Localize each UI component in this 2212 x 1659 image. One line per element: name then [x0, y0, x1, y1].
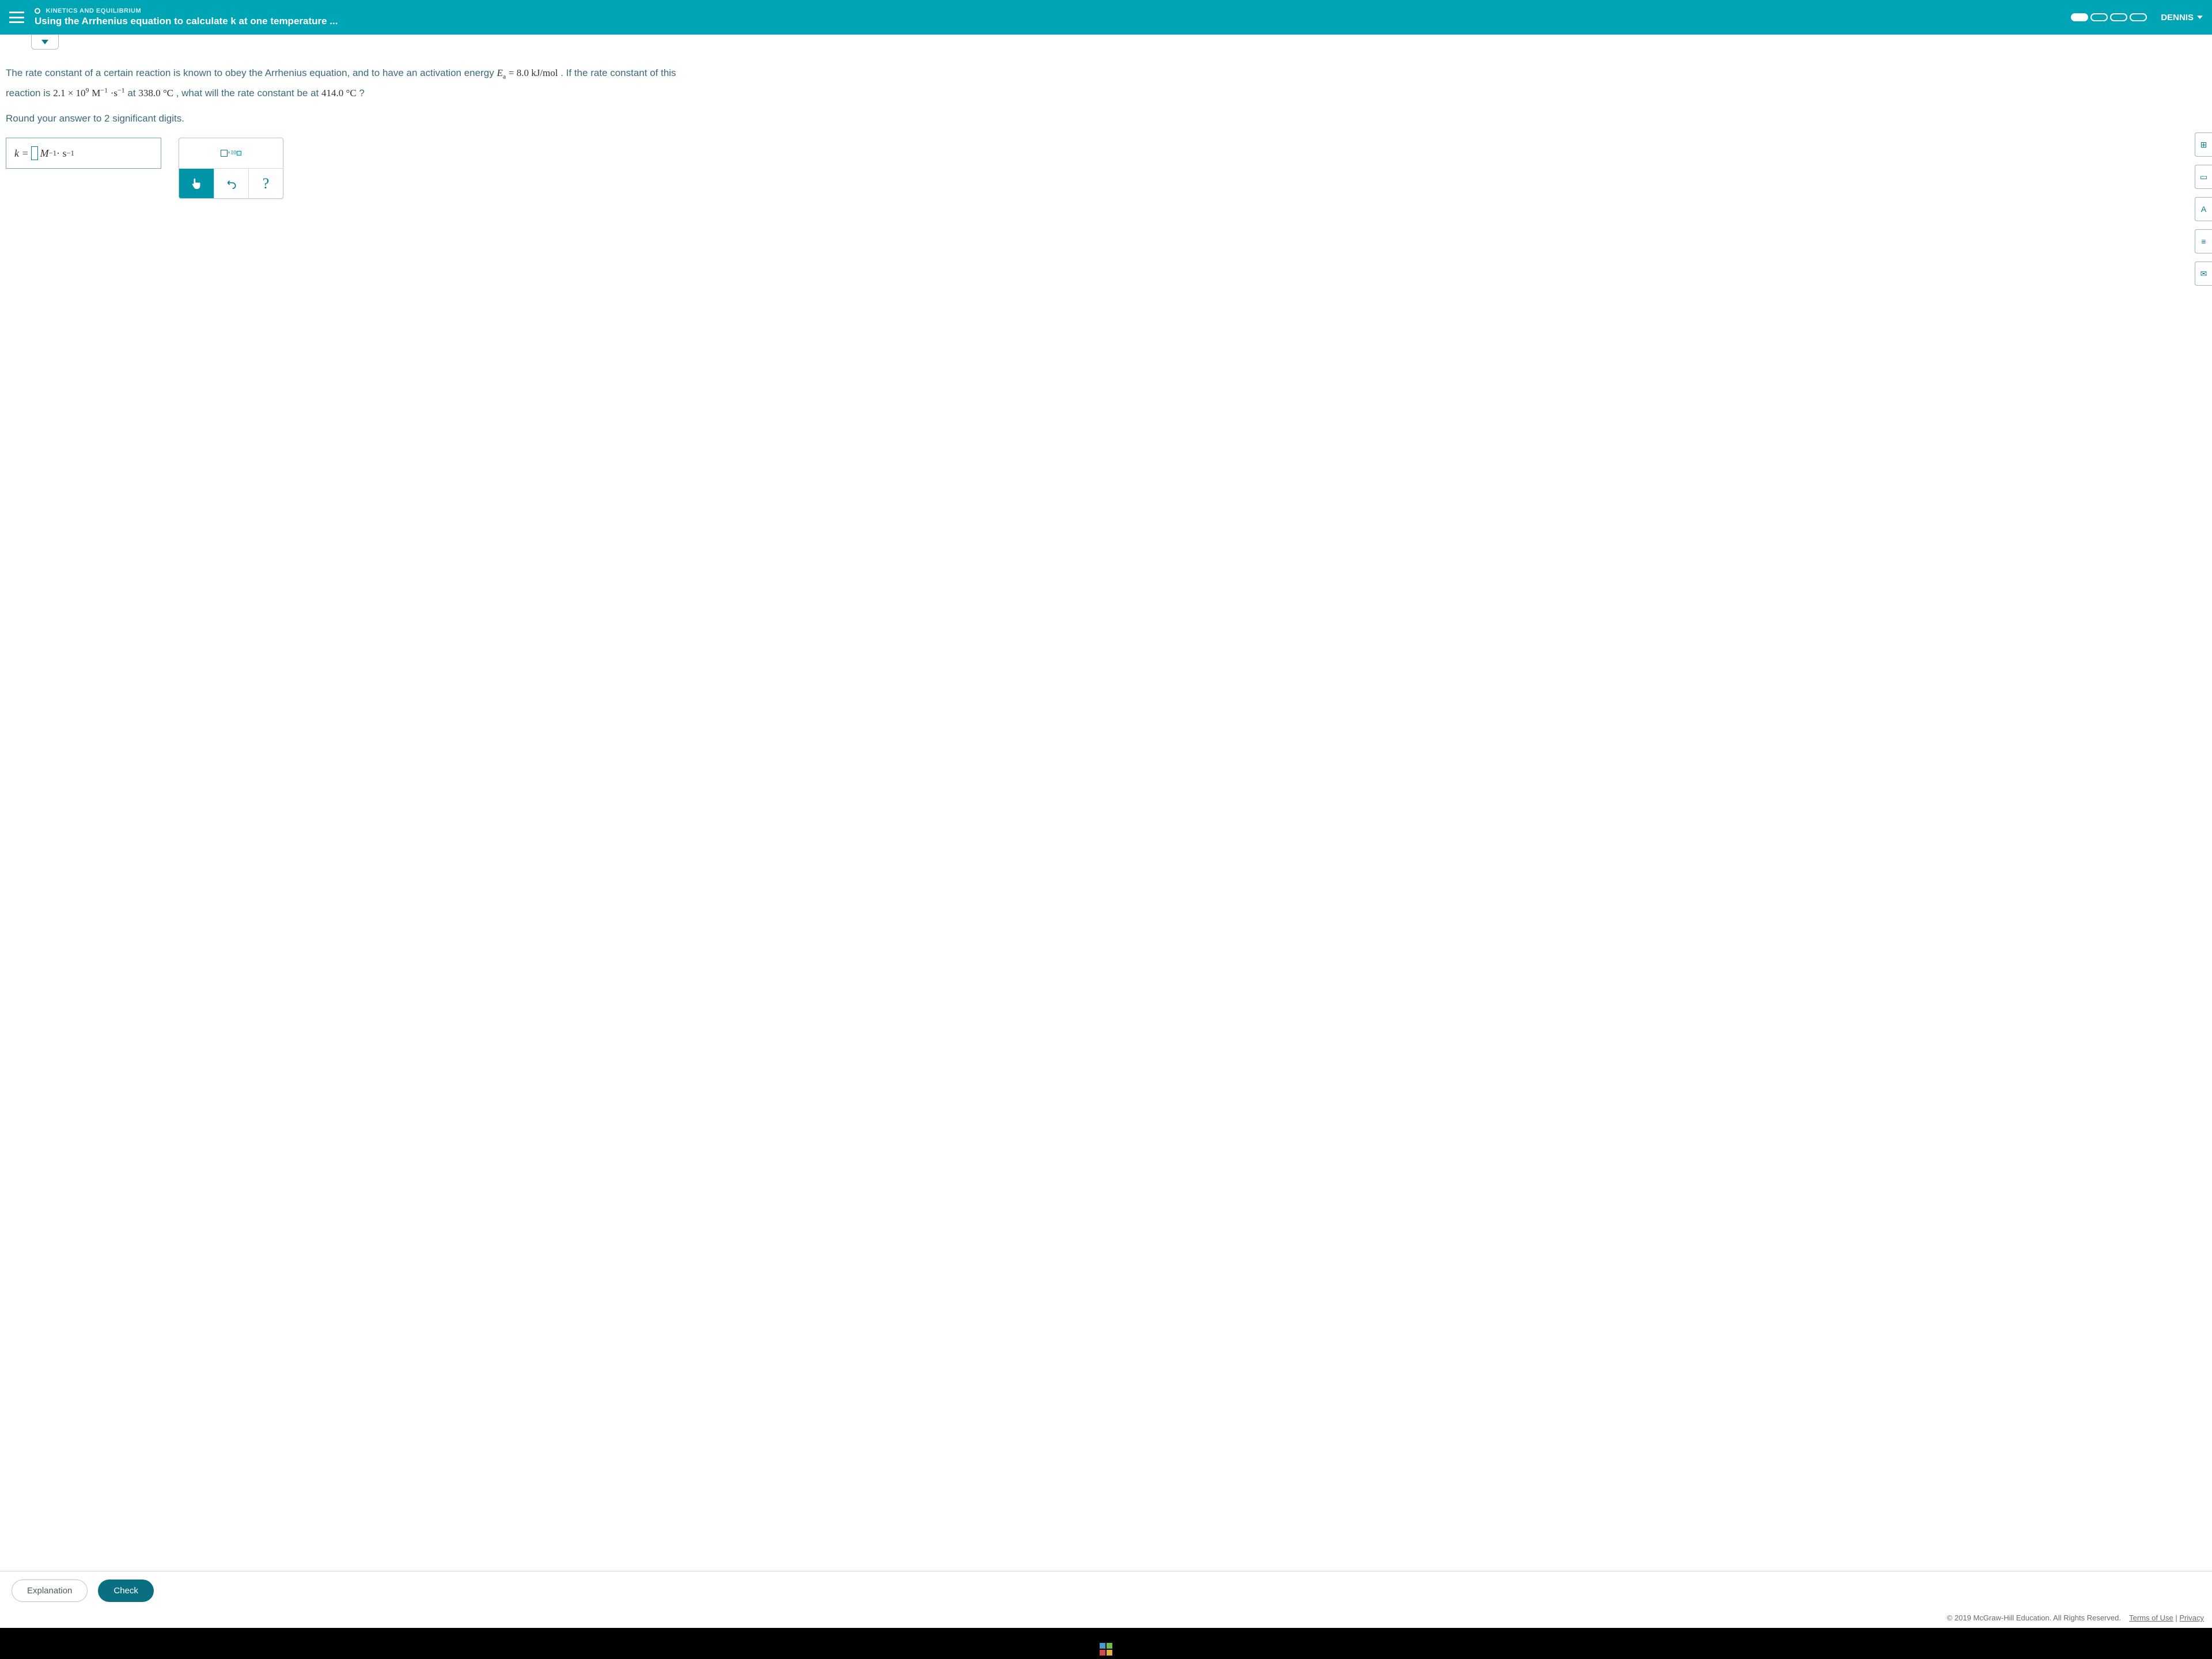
user-menu[interactable]: DENNIS: [2161, 13, 2203, 22]
unit-M: M: [92, 88, 100, 99]
help-button[interactable]: ?: [248, 168, 283, 198]
category-text: KINETICS AND EQUILIBRIUM: [46, 7, 142, 14]
check-button[interactable]: Check: [98, 1580, 154, 1602]
value-T2: 414.0 °C: [321, 88, 357, 99]
unit-exp: −1: [100, 86, 108, 94]
windows-start-icon[interactable]: [1100, 1643, 1112, 1656]
progress-indicator: [2071, 13, 2147, 21]
progress-pill: [2071, 13, 2088, 21]
header-bar: KINETICS AND EQUILIBRIUM Using the Arrhe…: [0, 0, 2212, 35]
title-block: KINETICS AND EQUILIBRIUM Using the Arrhe…: [35, 7, 338, 27]
unit-s: ·s: [111, 88, 118, 99]
category-label: KINETICS AND EQUILIBRIUM: [35, 7, 338, 14]
x10-label: ×10: [228, 147, 237, 159]
value-Ea: 8.0 kJ/mol: [517, 67, 558, 78]
privacy-link[interactable]: Privacy: [2179, 1613, 2204, 1622]
exponent: 9: [86, 86, 89, 94]
text: The rate constant of a certain reaction …: [6, 67, 497, 78]
value-k1: 2.1 × 10: [53, 88, 85, 99]
answer-prefix: k =: [14, 143, 29, 164]
text: reaction is: [6, 88, 53, 99]
copyright-text: © 2019 McGraw-Hill Education. All Rights…: [1947, 1613, 2121, 1622]
input-cursor: [31, 146, 38, 160]
side-tool-rect[interactable]: ▭: [2195, 165, 2212, 189]
answer-row: k = M−1 · s−1 ×10: [6, 138, 2206, 199]
workspace: The rate constant of a certain reaction …: [0, 35, 2212, 1628]
username-label: DENNIS: [2161, 13, 2194, 22]
side-tool-list[interactable]: ≡: [2195, 229, 2212, 253]
pointer-tool-button[interactable]: [179, 168, 214, 198]
menu-icon[interactable]: [9, 12, 24, 23]
problem-text: The rate constant of a certain reaction …: [6, 63, 2206, 103]
bottom-bar: Explanation Check: [0, 1571, 2212, 1610]
taskbar: [0, 1628, 2212, 1659]
lesson-title: Using the Arrhenius equation to calculat…: [35, 16, 338, 27]
unit-exp: −1: [118, 86, 125, 94]
header-right: DENNIS: [2071, 13, 2203, 22]
side-tool-text[interactable]: A: [2195, 197, 2212, 221]
problem-content: The rate constant of a certain reaction …: [0, 35, 2212, 1571]
side-tool-mail[interactable]: ✉: [2195, 262, 2212, 286]
answer-input[interactable]: k = M−1 · s−1: [6, 138, 161, 169]
pointer-icon: [190, 177, 203, 190]
equals: =: [509, 67, 517, 78]
explanation-button[interactable]: Explanation: [12, 1580, 88, 1602]
progress-pill: [2110, 13, 2127, 21]
progress-dot-icon: [35, 8, 40, 14]
unit-M: M: [40, 143, 49, 164]
text: ?: [359, 88, 364, 99]
footer: © 2019 McGraw-Hill Education. All Rights…: [0, 1610, 2212, 1628]
rounding-instruction: Round your answer to 2 significant digit…: [6, 109, 2206, 128]
side-toolbox: ⊞ ▭ A ≡ ✉: [2195, 132, 2212, 286]
unit-s: · s: [56, 143, 67, 164]
side-tool-grid[interactable]: ⊞: [2195, 132, 2212, 157]
unit-exp: −1: [67, 146, 74, 161]
text: . If the rate constant of this: [560, 67, 676, 78]
progress-pill: [2130, 13, 2147, 21]
text: at: [127, 88, 138, 99]
tool-palette: ×10 ?: [179, 138, 283, 199]
subscript-a: a: [503, 72, 506, 80]
symbol-E: E: [497, 67, 502, 78]
terms-link[interactable]: Terms of Use: [2129, 1613, 2173, 1622]
undo-button[interactable]: [214, 168, 248, 198]
progress-pill: [2090, 13, 2108, 21]
chevron-down-icon: [2197, 16, 2203, 19]
sci-notation-button[interactable]: ×10: [179, 138, 283, 168]
text: , what will the rate constant be at: [176, 88, 321, 99]
value-T1: 338.0 °C: [138, 88, 173, 99]
unit-exp: −1: [49, 146, 56, 161]
undo-icon: [226, 178, 237, 190]
